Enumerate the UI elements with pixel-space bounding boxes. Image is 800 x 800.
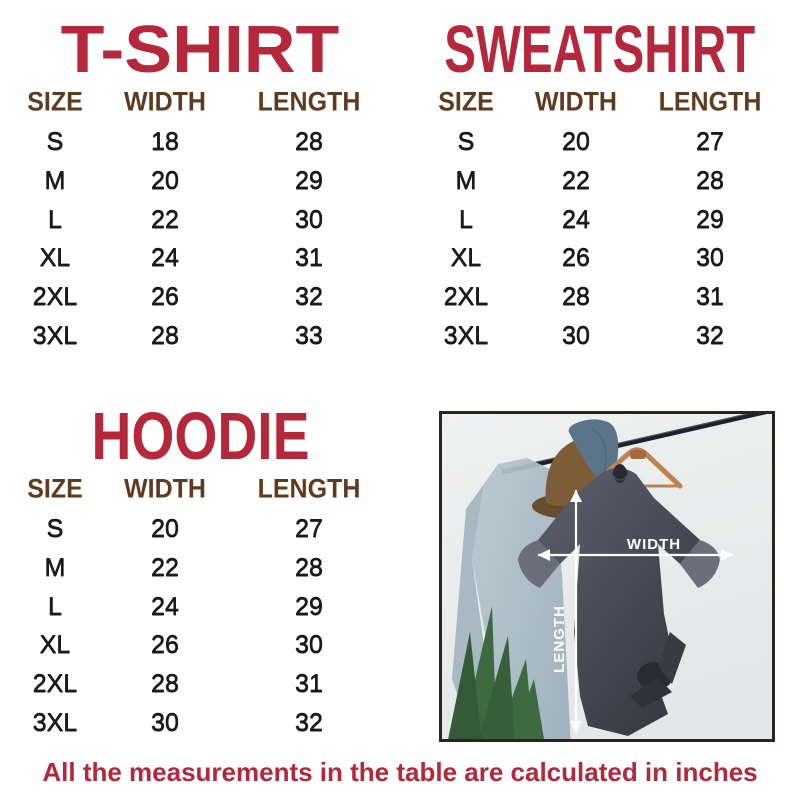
- svg-text:WIDTH: WIDTH: [627, 536, 681, 553]
- svg-text:LENGTH: LENGTH: [551, 605, 568, 673]
